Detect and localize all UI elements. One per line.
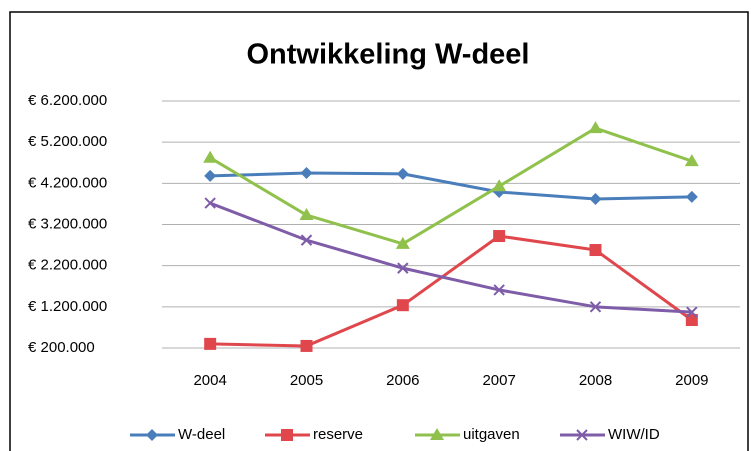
marker	[299, 208, 314, 221]
marker	[396, 167, 409, 180]
y-tick-label: € 4.200.000	[28, 174, 107, 191]
legend-label: uitgaven	[463, 426, 520, 443]
marker	[395, 236, 410, 249]
x-tick-label: 2004	[193, 372, 226, 389]
marker	[300, 167, 313, 180]
marker	[684, 154, 699, 167]
y-tick-label: € 6.200.000	[28, 92, 107, 109]
series-line	[210, 171, 692, 201]
y-tick-label: € 200.000	[28, 339, 95, 356]
marker	[300, 234, 313, 246]
marker	[589, 192, 602, 205]
legend-label: WIW/ID	[608, 426, 660, 443]
x-tick-label: 2007	[482, 372, 515, 389]
legend-marker	[430, 428, 444, 440]
x-tick-label: 2008	[579, 372, 612, 389]
legend-label: W-deel	[178, 426, 225, 443]
marker	[396, 299, 409, 312]
marker	[589, 244, 602, 257]
marker	[203, 150, 218, 163]
marker	[685, 190, 698, 203]
marker	[589, 301, 602, 313]
chart-border	[9, 11, 749, 451]
y-tick-label: € 2.200.000	[28, 257, 107, 274]
x-tick-label: 2005	[290, 372, 323, 389]
marker	[204, 337, 217, 350]
y-tick-label: € 1.200.000	[28, 298, 107, 315]
marker	[686, 306, 698, 318]
legend-label: reserve	[313, 426, 363, 443]
legend-marker	[146, 429, 158, 441]
marker	[204, 197, 216, 209]
series-line	[210, 234, 693, 348]
legend-marker	[281, 429, 293, 441]
marker	[300, 339, 313, 352]
chart-title: Ontwikkeling W-deel	[246, 39, 529, 71]
x-tick-label: 2006	[386, 372, 419, 389]
marker	[493, 230, 506, 243]
marker	[493, 284, 505, 296]
series-line	[209, 126, 693, 246]
marker	[492, 179, 507, 192]
series-line	[209, 201, 692, 314]
legend-marker	[576, 429, 588, 441]
marker	[397, 262, 409, 274]
x-tick-label: 2009	[675, 372, 708, 389]
marker	[685, 314, 698, 327]
y-tick-label: € 3.200.000	[28, 215, 107, 232]
y-tick-label: € 5.200.000	[28, 133, 107, 150]
marker	[204, 169, 217, 182]
marker	[588, 121, 603, 134]
